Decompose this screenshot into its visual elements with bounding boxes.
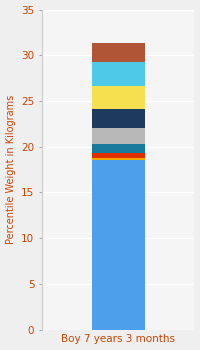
Bar — [92, 109, 145, 127]
Bar — [92, 158, 145, 160]
Y-axis label: Percentile Weight in Kilograms: Percentile Weight in Kilograms — [6, 95, 16, 244]
Bar — [92, 127, 145, 144]
Bar — [92, 62, 145, 86]
Bar — [92, 86, 145, 109]
Bar — [92, 153, 145, 158]
Bar — [92, 160, 145, 330]
Bar — [92, 144, 145, 153]
Bar — [92, 43, 145, 62]
